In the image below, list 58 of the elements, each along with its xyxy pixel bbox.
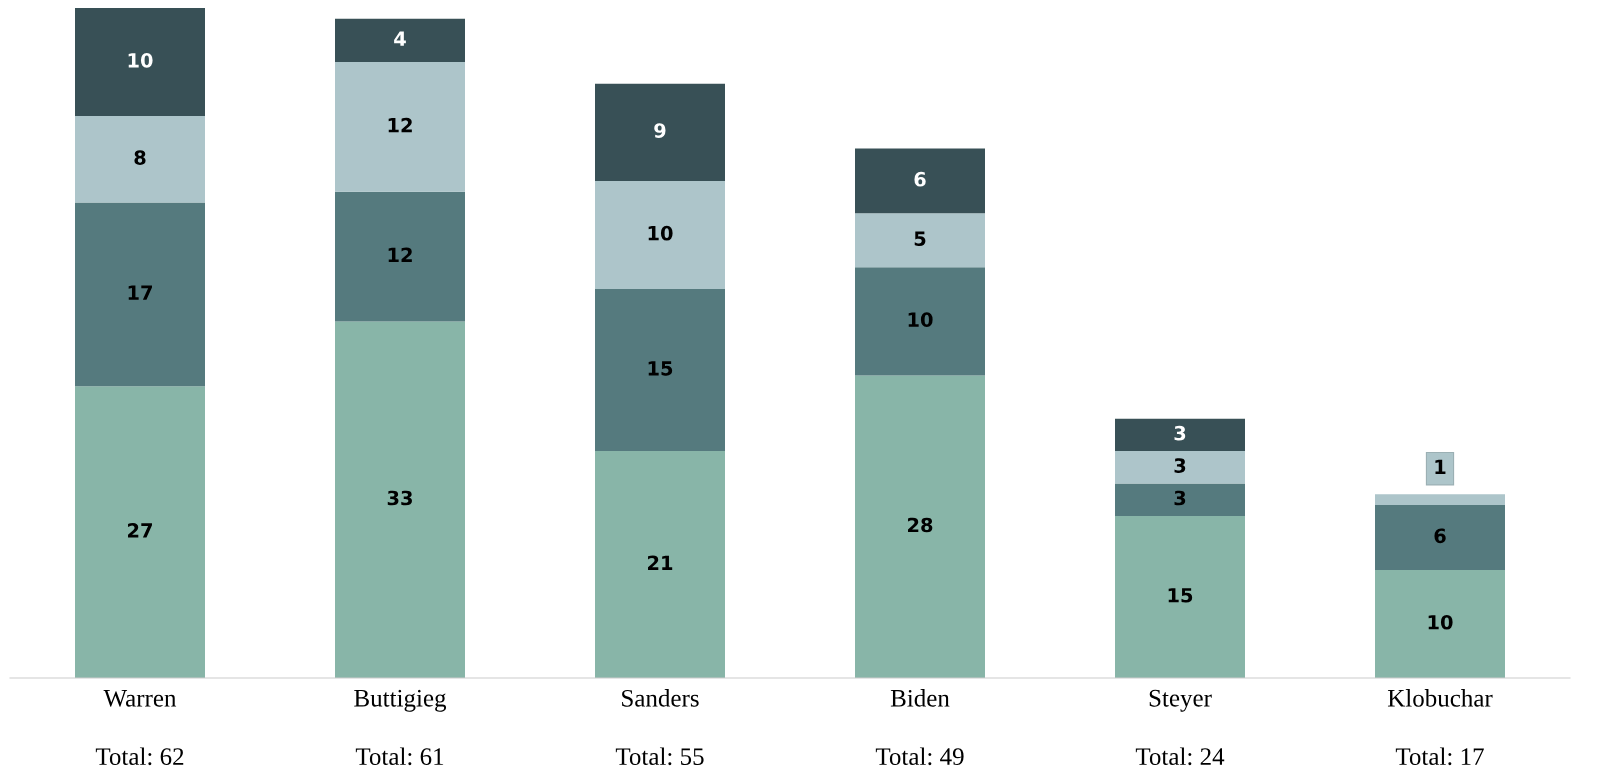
x-tick-label: Buttigieg xyxy=(354,689,447,712)
data-label: 15 xyxy=(648,361,673,376)
bar xyxy=(855,148,985,214)
data-label: 8 xyxy=(134,150,146,165)
bar xyxy=(595,83,725,181)
bar xyxy=(75,202,205,387)
bar xyxy=(1115,483,1245,516)
x-tick-label: Klobuchar xyxy=(1387,689,1493,707)
total-label: Total: 24 xyxy=(1135,747,1225,766)
bar xyxy=(595,180,725,289)
bar xyxy=(75,8,205,117)
data-label: 5 xyxy=(914,231,926,246)
data-label: 12 xyxy=(388,117,412,133)
bar xyxy=(595,288,725,452)
bar xyxy=(335,191,465,322)
data-label: 3 xyxy=(1174,458,1186,473)
bar xyxy=(1375,494,1505,506)
data-label: 3 xyxy=(1174,490,1186,506)
data-label: 27 xyxy=(128,523,152,538)
bar xyxy=(75,386,205,678)
data-label: 15 xyxy=(1168,588,1193,603)
x-tick-label: Biden xyxy=(890,689,950,707)
data-label: 10 xyxy=(128,52,153,68)
bar xyxy=(1115,515,1245,678)
total-label: Total: 61 xyxy=(355,747,444,766)
data-label: 3 xyxy=(1174,425,1186,441)
data-label: 33 xyxy=(387,490,412,506)
data-label: 1 xyxy=(1435,459,1446,475)
data-label: 9 xyxy=(654,123,666,138)
x-tick-label: Warren xyxy=(103,690,177,707)
data-label: 6 xyxy=(914,171,926,187)
total-label: Total: 62 xyxy=(95,747,184,766)
bar xyxy=(1375,505,1505,570)
bar xyxy=(335,62,465,192)
bar xyxy=(1115,451,1245,484)
x-tick-label: Sanders xyxy=(622,689,699,707)
data-label: 4 xyxy=(394,31,406,46)
bar xyxy=(75,116,205,203)
bar xyxy=(595,451,725,678)
data-label: 10 xyxy=(648,225,673,241)
total-label: Total: 49 xyxy=(875,747,964,766)
bar xyxy=(855,375,985,678)
bar xyxy=(335,321,465,678)
data-label: 21 xyxy=(648,555,673,570)
data-label: 6 xyxy=(1434,528,1446,544)
total-label: Total: 55 xyxy=(615,747,704,766)
bar xyxy=(1115,418,1245,452)
data-label: 10 xyxy=(1428,614,1453,630)
bar xyxy=(1375,569,1505,678)
data-label: 12 xyxy=(388,247,412,262)
x-tick-label: Steyer xyxy=(1149,689,1212,712)
bar xyxy=(855,267,985,376)
bar xyxy=(855,213,985,268)
data-label: 17 xyxy=(128,285,152,300)
data-label: 10 xyxy=(908,312,933,328)
bar xyxy=(335,18,465,63)
total-label: Total: 17 xyxy=(1395,747,1484,766)
data-label: 28 xyxy=(908,517,933,533)
